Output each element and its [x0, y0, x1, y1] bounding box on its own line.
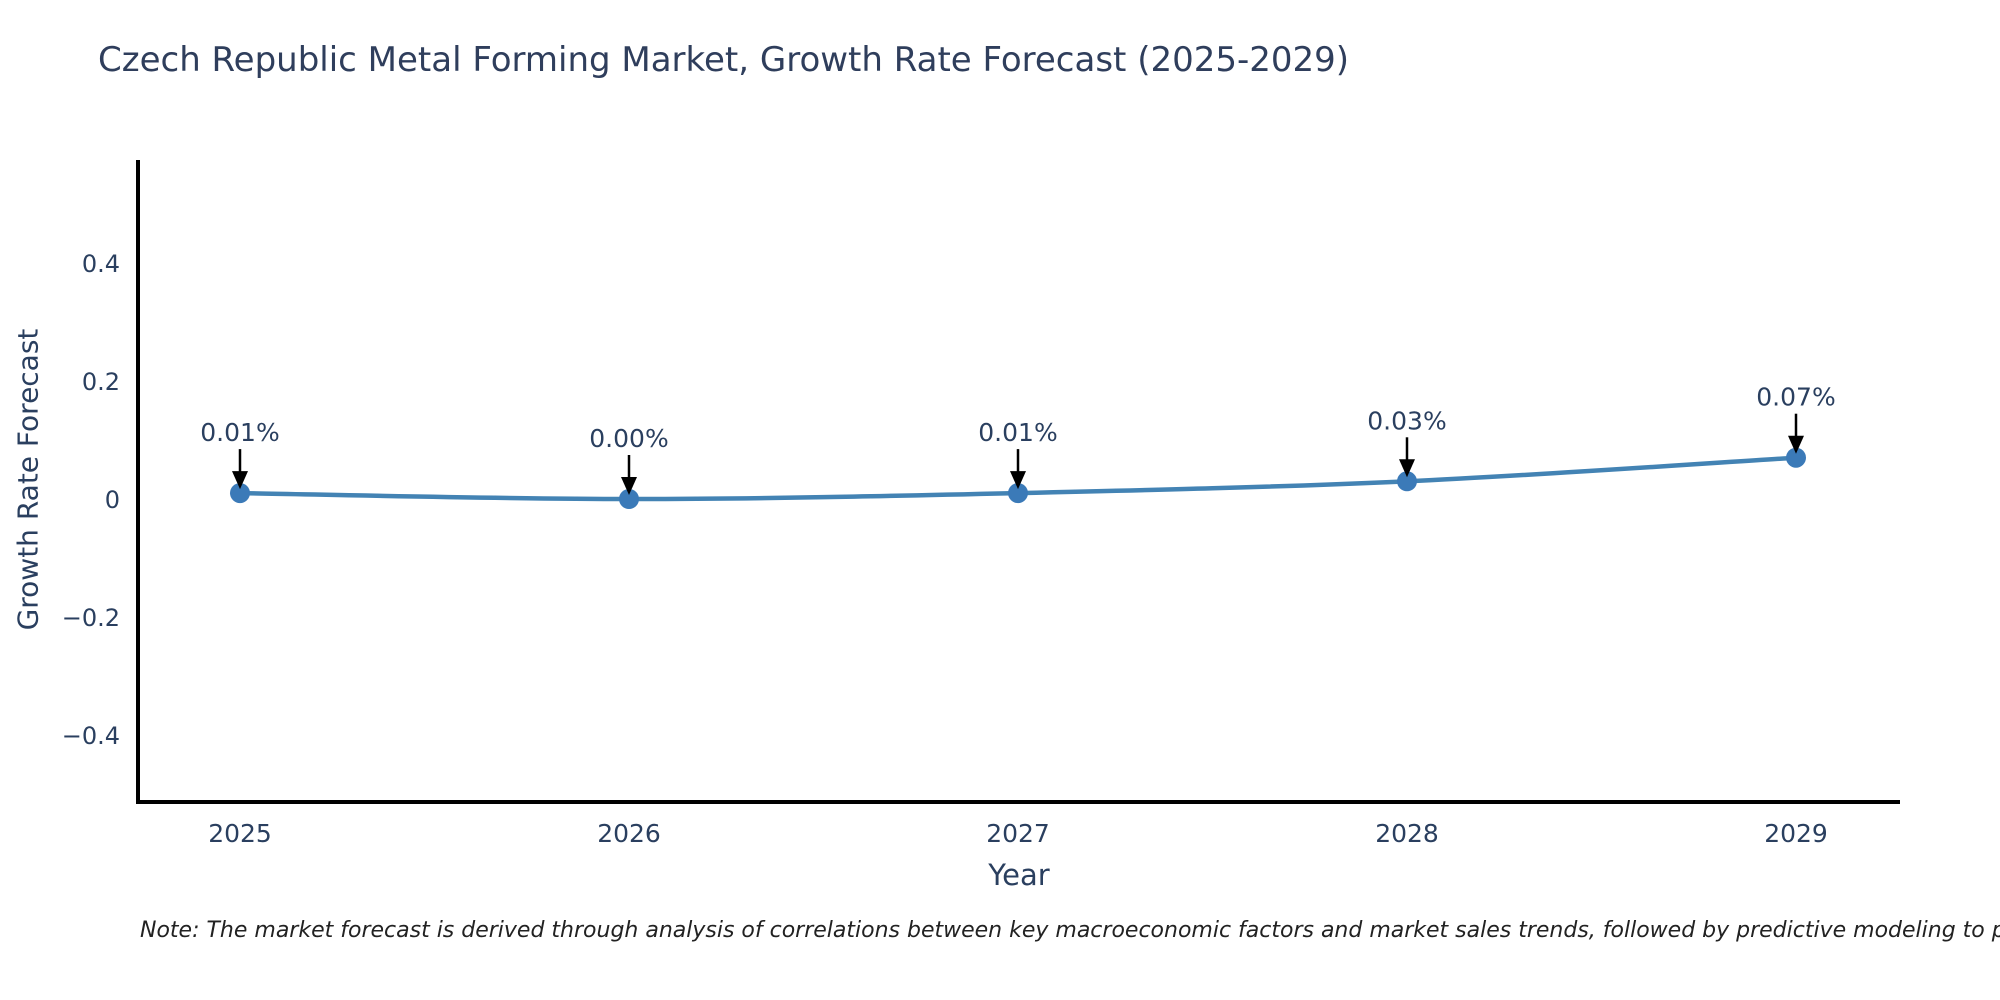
data-point	[1397, 471, 1417, 492]
point-value-label: 0.01%	[978, 418, 1057, 447]
x-tick-label: 2027	[986, 819, 1050, 848]
data-point	[1786, 447, 1806, 468]
y-tick-label: −0.2	[62, 604, 120, 632]
x-tick-label: 2028	[1375, 819, 1439, 848]
annotation-arrowhead	[232, 471, 248, 490]
x-tick-label: 2025	[208, 819, 272, 848]
y-tick-label: −0.4	[62, 722, 120, 750]
x-tick-label: 2029	[1764, 819, 1828, 848]
point-value-label: 0.00%	[589, 424, 668, 453]
point-value-label: 0.07%	[1756, 383, 1835, 412]
point-value-label: 0.03%	[1367, 406, 1446, 435]
annotation-arrowhead	[1010, 471, 1026, 490]
annotation-arrowhead	[1399, 459, 1415, 478]
data-point	[619, 489, 639, 509]
footnote: Note: The market forecast is derived thr…	[140, 918, 2000, 943]
y-axis-title: Growth Rate Forecast	[11, 328, 45, 631]
x-axis-title: Year	[988, 858, 1050, 892]
data-point	[230, 483, 250, 504]
annotation-arrowhead	[621, 477, 637, 495]
y-tick-label: 0	[105, 486, 120, 514]
annotation-arrowhead	[1788, 435, 1804, 454]
chart-title: Czech Republic Metal Forming Market, Gro…	[98, 40, 1350, 80]
y-tick-label: 0.2	[82, 368, 120, 396]
x-tick-label: 2026	[597, 819, 661, 848]
y-tick-label: 0.4	[82, 250, 120, 278]
data-point	[1008, 483, 1028, 504]
point-value-label: 0.01%	[200, 418, 279, 447]
